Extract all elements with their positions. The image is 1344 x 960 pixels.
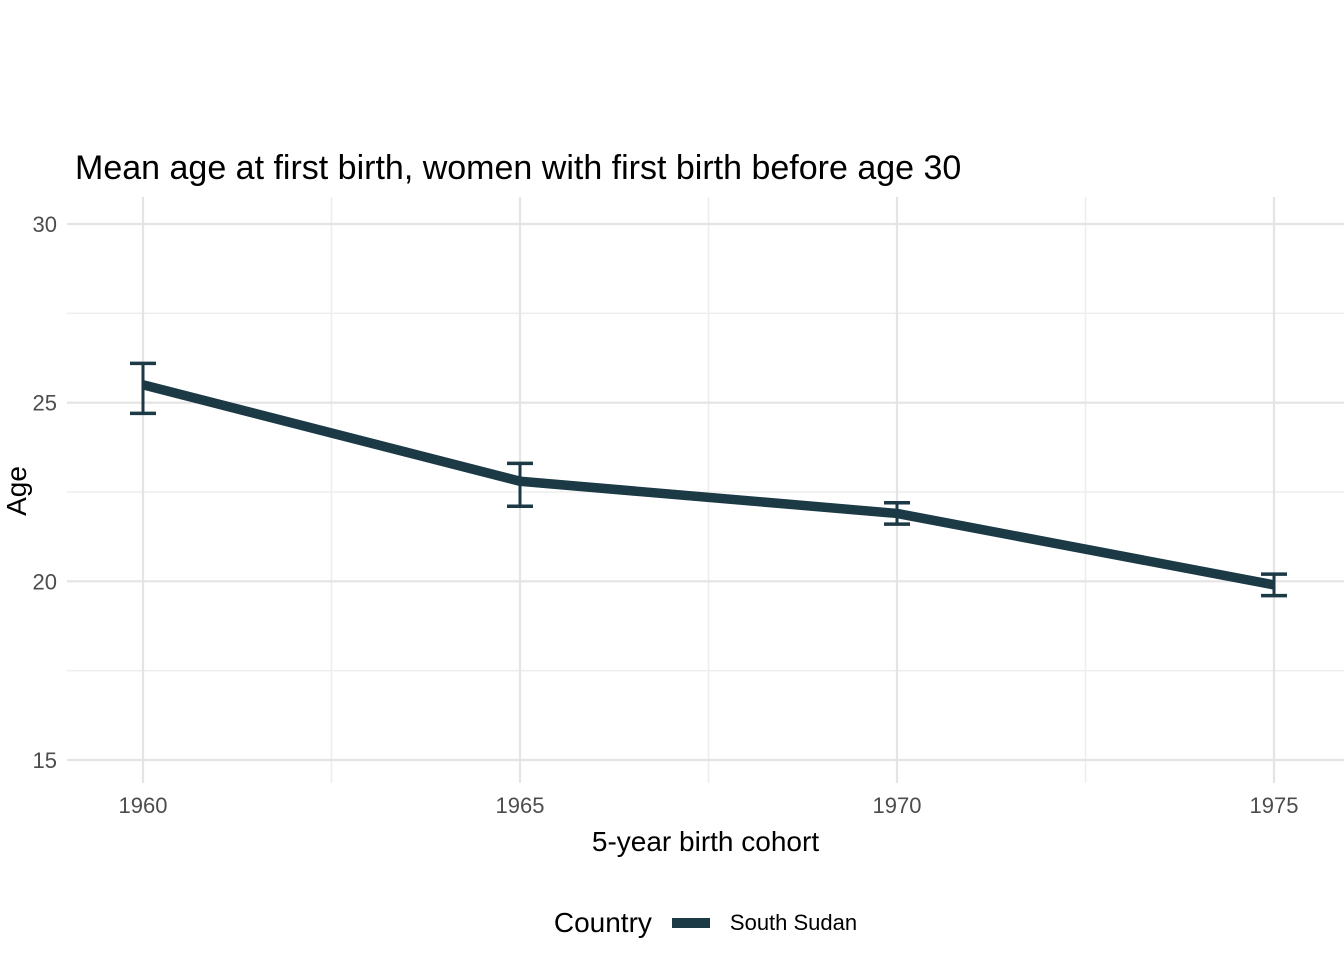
x-tick-label: 1975 <box>1250 793 1299 818</box>
x-tick-label: 1960 <box>119 793 168 818</box>
data-line <box>141 380 1275 590</box>
y-tick-label: 20 <box>33 569 57 594</box>
chart-title: Mean age at first birth, women with firs… <box>75 149 962 187</box>
x-tick-label: 1970 <box>873 793 922 818</box>
legend-item-label: South Sudan <box>729 910 858 935</box>
legend-title: Country <box>553 907 652 938</box>
y-tick-label: 15 <box>33 748 57 773</box>
legend-line-swatch <box>671 918 710 928</box>
x-axis-title: 5-year birth cohort <box>591 826 820 857</box>
y-tick-label: 25 <box>33 391 57 416</box>
y-tick-label: 30 <box>33 212 57 237</box>
x-tick-label: 1965 <box>496 793 545 818</box>
legend: Country South Sudan <box>67 901 1344 945</box>
